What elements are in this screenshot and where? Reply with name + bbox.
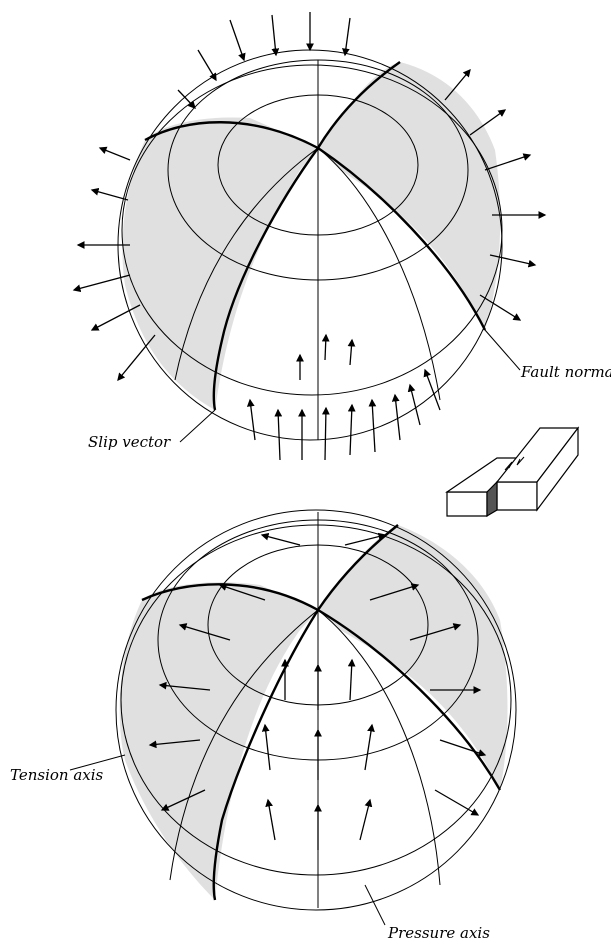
top-nodal-plane-right: [316, 61, 487, 331]
pressure-axis-leader: [364, 884, 386, 926]
label-slip-vector: Slip vector: [88, 433, 171, 451]
bottom-meridian-right: [317, 609, 441, 886]
fault-normal-leader: [484, 329, 521, 371]
top-meridian-right: [317, 147, 441, 401]
bottom-shaded-quadrant-right: [318, 525, 508, 790]
bottom-tensor-sphere: [69, 509, 517, 926]
top-nodal-plane-left: [144, 121, 320, 411]
label-tension-axis: Tension axis: [10, 766, 104, 784]
tension-axis-leader: [69, 754, 126, 771]
bottom-arrow-field: [148, 532, 487, 850]
top-radiation-sphere: [72, 12, 547, 461]
bottom-nodal-plane-right: [316, 524, 502, 791]
label-fault-normal: Fault normal: [520, 363, 611, 381]
top-arrow-field: [72, 12, 547, 461]
bottom-nodal-plane-left: [141, 583, 320, 901]
slip-vector-leader: [179, 409, 216, 443]
bottom-sphere-outline: [115, 509, 517, 911]
fault-block-icon: [445, 426, 580, 518]
top-latitude-ring-outer: [121, 64, 503, 396]
bottom-meridian-left: [169, 609, 319, 881]
bottom-latitude-ring-outer: [120, 524, 512, 876]
bottom-shaded-quadrant-left: [119, 582, 318, 900]
top-meridian-left: [174, 147, 319, 381]
label-pressure-axis: Pressure axis: [387, 924, 490, 942]
top-shaded-quadrant-right: [318, 62, 501, 330]
top-shaded-quadrant-left: [122, 117, 318, 410]
